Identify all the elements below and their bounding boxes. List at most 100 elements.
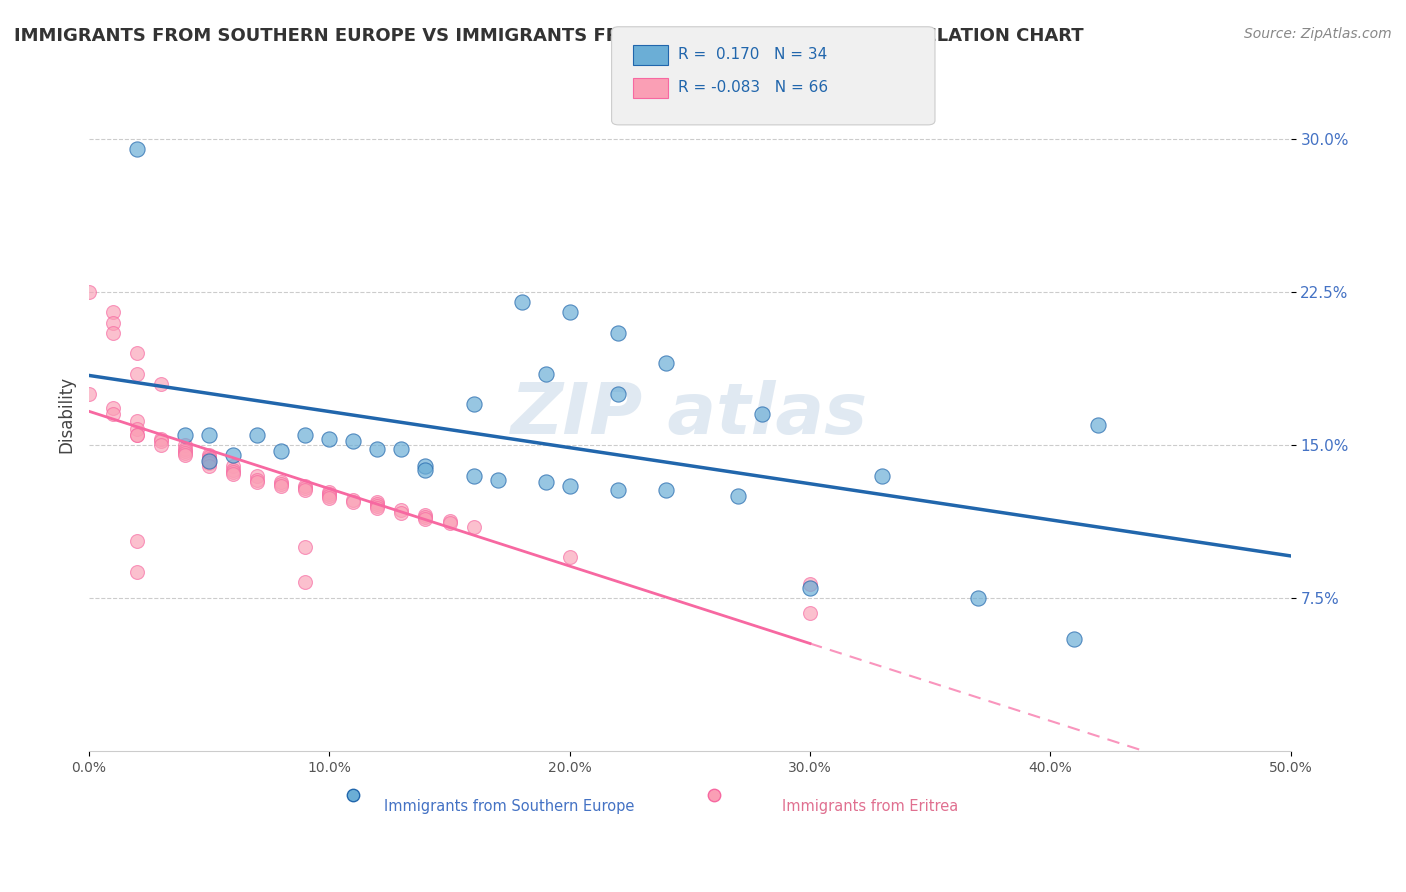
- Point: [270, 476, 292, 491]
- Point: [222, 462, 245, 476]
- Point: [294, 481, 316, 495]
- Point: [534, 475, 557, 489]
- Point: [318, 487, 340, 501]
- Point: [558, 305, 581, 319]
- Point: [174, 444, 197, 458]
- Point: [150, 434, 173, 448]
- Point: [101, 408, 124, 422]
- Point: [174, 448, 197, 462]
- Point: [246, 428, 269, 442]
- Point: [486, 473, 509, 487]
- Point: [127, 346, 149, 360]
- Point: [174, 428, 197, 442]
- Point: [342, 434, 364, 448]
- Point: [101, 326, 124, 340]
- Text: Source: ZipAtlas.com: Source: ZipAtlas.com: [1244, 27, 1392, 41]
- Point: [727, 489, 749, 503]
- Point: [606, 877, 628, 891]
- Point: [198, 448, 221, 462]
- Text: IMMIGRANTS FROM SOUTHERN EUROPE VS IMMIGRANTS FROM ERITREA DISABILITY CORRELATIO: IMMIGRANTS FROM SOUTHERN EUROPE VS IMMIG…: [14, 27, 1084, 45]
- Point: [222, 465, 245, 479]
- Point: [799, 581, 821, 595]
- Point: [294, 574, 316, 589]
- Point: [198, 428, 221, 442]
- Point: [101, 305, 124, 319]
- Point: [391, 503, 413, 517]
- Point: [198, 452, 221, 467]
- Point: [391, 506, 413, 520]
- Point: [366, 501, 388, 516]
- Point: [870, 468, 893, 483]
- Point: [391, 442, 413, 457]
- Point: [415, 511, 437, 525]
- Point: [127, 367, 149, 381]
- Point: [77, 285, 100, 299]
- Point: [799, 577, 821, 591]
- Point: [558, 479, 581, 493]
- Point: [174, 442, 197, 457]
- Point: [246, 473, 269, 487]
- Point: [198, 457, 221, 471]
- Point: [222, 458, 245, 473]
- Point: [101, 401, 124, 416]
- Point: [439, 514, 461, 528]
- Point: [127, 414, 149, 428]
- Point: [606, 326, 628, 340]
- Point: [198, 454, 221, 468]
- Point: [1063, 632, 1085, 647]
- Point: [415, 462, 437, 476]
- Point: [246, 475, 269, 489]
- Point: [270, 475, 292, 489]
- Point: [318, 489, 340, 503]
- Point: [246, 468, 269, 483]
- Point: [342, 493, 364, 508]
- Point: [799, 606, 821, 620]
- Point: [415, 509, 437, 524]
- Point: [294, 483, 316, 497]
- Point: [463, 468, 485, 483]
- Point: [534, 367, 557, 381]
- Point: [150, 438, 173, 452]
- Point: [606, 483, 628, 497]
- Point: [318, 491, 340, 506]
- Point: [463, 397, 485, 411]
- Point: [366, 495, 388, 509]
- Point: [198, 458, 221, 473]
- Point: [150, 376, 173, 391]
- Point: [415, 508, 437, 522]
- Point: [294, 428, 316, 442]
- Point: [655, 356, 678, 370]
- Point: [270, 444, 292, 458]
- Point: [150, 432, 173, 446]
- Point: [366, 442, 388, 457]
- Point: [127, 142, 149, 156]
- Point: [222, 448, 245, 462]
- Point: [342, 495, 364, 509]
- Text: ZIP atlas: ZIP atlas: [512, 380, 869, 449]
- Point: [1327, 877, 1350, 891]
- Point: [294, 540, 316, 554]
- Point: [510, 295, 533, 310]
- Text: Immigrants from Eritrea: Immigrants from Eritrea: [782, 798, 957, 814]
- Point: [318, 432, 340, 446]
- Point: [198, 454, 221, 468]
- Point: [127, 565, 149, 579]
- Point: [270, 479, 292, 493]
- Point: [127, 534, 149, 549]
- Point: [174, 438, 197, 452]
- Point: [77, 387, 100, 401]
- Point: [101, 316, 124, 330]
- Point: [174, 446, 197, 460]
- Y-axis label: Disability: Disability: [58, 376, 75, 453]
- Point: [127, 422, 149, 436]
- Point: [366, 497, 388, 511]
- Text: R =  0.170   N = 34: R = 0.170 N = 34: [678, 47, 827, 62]
- Point: [127, 428, 149, 442]
- Point: [439, 516, 461, 530]
- Text: R = -0.083   N = 66: R = -0.083 N = 66: [678, 80, 828, 95]
- Point: [127, 428, 149, 442]
- Point: [751, 408, 773, 422]
- Point: [655, 483, 678, 497]
- Point: [415, 458, 437, 473]
- Point: [198, 450, 221, 465]
